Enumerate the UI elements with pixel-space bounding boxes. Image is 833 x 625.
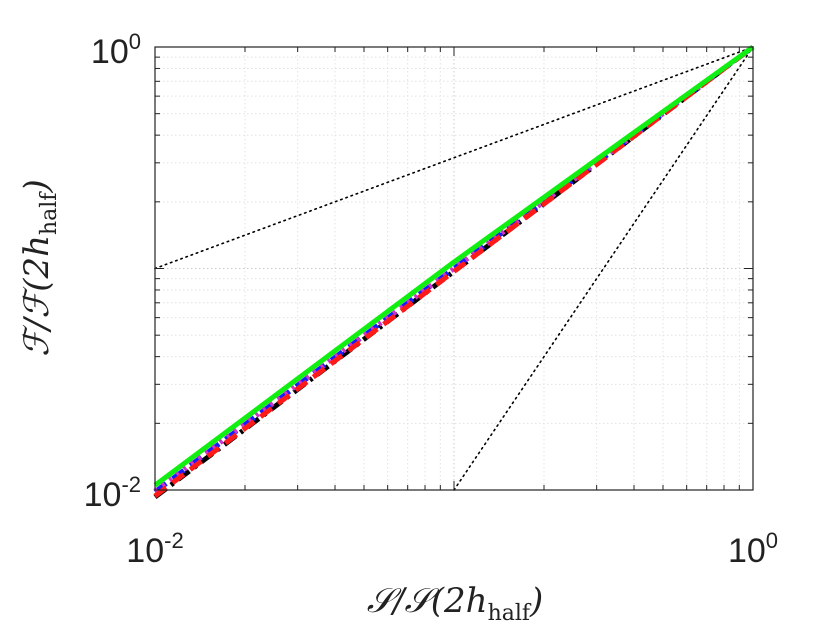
x-tick-label: 100: [728, 528, 778, 570]
x-tick-label: 10-2: [126, 528, 183, 570]
reference-line: [154, 46, 754, 270]
tick-marks: [154, 47, 753, 491]
y-tick-label: 10-2: [84, 472, 141, 514]
grid: [154, 47, 753, 491]
series-line-4: [153, 45, 755, 498]
reference-line: [453, 46, 754, 491]
series-line-5: [153, 44, 755, 488]
tick-labels: 10-2 100 10-2 100: [84, 29, 778, 570]
series-line-1: [153, 45, 755, 499]
y-tick-label: 100: [91, 29, 141, 71]
series-group: [153, 44, 755, 499]
x-axis-label: 𝒮/𝒮(2hhalf): [367, 581, 544, 625]
reference-lines: [154, 46, 754, 491]
y-axis-label: ℱ/ℱ(2hhalf): [17, 179, 62, 356]
